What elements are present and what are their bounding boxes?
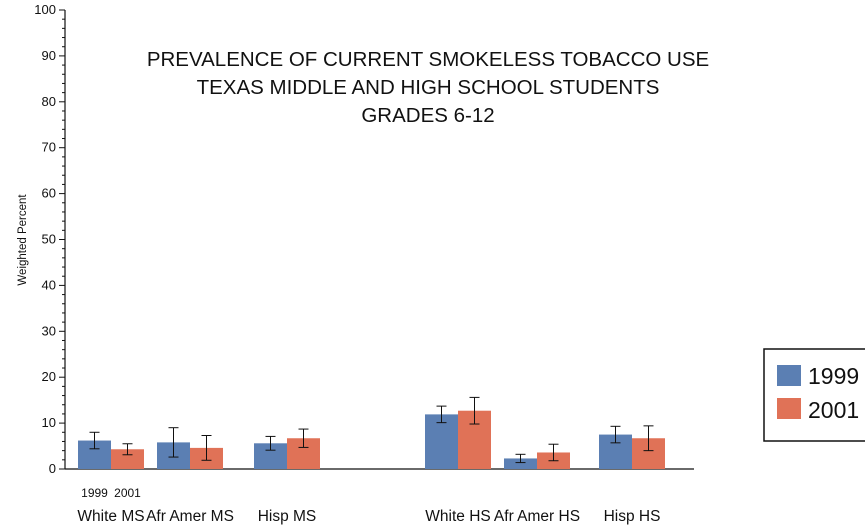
- y-tick-label: 60: [42, 186, 56, 201]
- legend: 1999 2001: [763, 348, 865, 442]
- year-label-1999: 1999: [81, 486, 108, 500]
- chart-title: PREVALENCE OF CURRENT SMOKELESS TOBACCO …: [147, 48, 709, 127]
- category-label: Afr Amer HS: [494, 508, 580, 525]
- category-label: Hisp MS: [258, 508, 317, 525]
- y-tick-label: 70: [42, 140, 56, 155]
- y-tick-label: 50: [42, 232, 56, 247]
- x-tick-labels: White MS Afr Amer MS Hisp MS White HS Afr Am…: [77, 486, 660, 525]
- legend-box: [763, 348, 865, 442]
- y-tick-label: 80: [42, 94, 56, 109]
- legend-swatch-2001: [777, 398, 801, 419]
- legend-swatch-1999: [777, 365, 801, 386]
- title-line-1: PREVALENCE OF CURRENT SMOKELESS TOBACCO …: [147, 48, 709, 71]
- year-label-2001: 2001: [114, 486, 141, 500]
- bars: [78, 410, 665, 469]
- bar-1999-3: [425, 414, 458, 469]
- y-tick-label: 0: [49, 461, 56, 476]
- axes: 0 10 20 30 40 50 60 70 80 90 100: [34, 2, 694, 476]
- legend-label-2001: 2001: [808, 397, 859, 423]
- category-label: Afr Amer MS: [146, 508, 234, 525]
- category-label: Hisp HS: [604, 508, 661, 525]
- bar-1999-4: [504, 458, 537, 469]
- y-tick-label: 20: [42, 369, 56, 384]
- legend-label-1999: 1999: [808, 363, 859, 389]
- y-tick-label: 100: [34, 2, 56, 17]
- category-label: White MS: [77, 508, 144, 525]
- y-tick-label: 90: [42, 48, 56, 63]
- title-line-2: TEXAS MIDDLE AND HIGH SCHOOL STUDENTS: [197, 76, 660, 99]
- y-tick-label: 30: [42, 323, 56, 338]
- category-label: White HS: [425, 508, 490, 525]
- y-tick-label: 10: [42, 415, 56, 430]
- title-line-3: GRADES 6-12: [361, 104, 494, 127]
- bar-2001-0: [111, 449, 144, 469]
- error-bars: [89, 396, 654, 464]
- y-axis-label: Weighted Percent: [17, 194, 29, 286]
- y-tick-label: 40: [42, 277, 56, 292]
